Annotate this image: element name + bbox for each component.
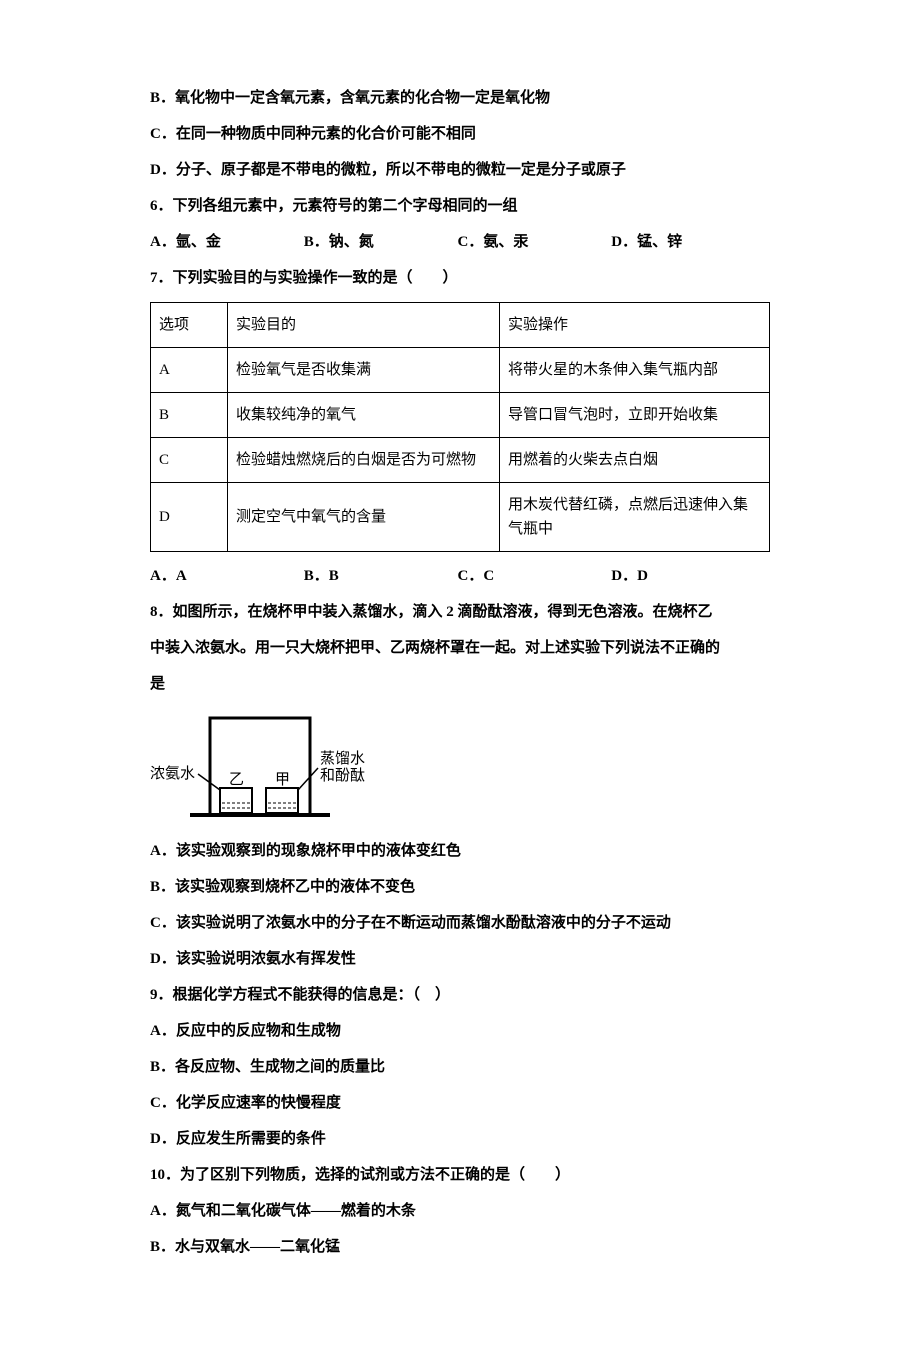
q8-c: C．该实验说明了浓氨水中的分子在不断运动而蒸馏水酚酞溶液中的分子不运动 [150,905,770,941]
q9-a: A．反应中的反应物和生成物 [150,1013,460,1049]
q9-row2: C．化学反应速率的快慢程度 D．反应发生所需要的条件 [150,1085,770,1157]
label-left: 浓氨水 [150,765,195,782]
q6-stem: 6．下列各组元素中，元素符号的第二个字母相同的一组 [150,188,770,224]
table-row: D 测定空气中氧气的含量 用木炭代替红磷，点燃后迅速伸入集气瓶中 [151,483,770,552]
document-page: B．氧化物中一定含氧元素，含氧元素的化合物一定是氧化物 C．在同一种物质中同种元… [0,0,920,1345]
q7-b: B．B [304,558,454,594]
cell: 收集较纯净的氧气 [228,393,500,438]
cell: 将带火星的木条伸入集气瓶内部 [500,348,770,393]
cell: C [151,438,228,483]
cell: 检验蜡烛燃烧后的白烟是否为可燃物 [228,438,500,483]
table-row: A 检验氧气是否收集满 将带火星的木条伸入集气瓶内部 [151,348,770,393]
table-row: 选项 实验目的 实验操作 [151,303,770,348]
th-operation: 实验操作 [500,303,770,348]
label-right-2: 和酚酞 [320,767,365,784]
option-b: B．氧化物中一定含氧元素，含氧元素的化合物一定是氧化物 [150,80,770,116]
label-right-1: 蒸馏水 [320,750,365,767]
cell: D [151,483,228,552]
option-c: C．在同一种物质中同种元素的化合价可能不相同 [150,116,770,152]
q7-c: C．C [458,558,608,594]
th-purpose: 实验目的 [228,303,500,348]
q10-stem: 10．为了区别下列物质，选择的试剂或方法不正确的是（ ） [150,1157,770,1193]
q9-b: B．各反应物、生成物之间的质量比 [150,1049,460,1085]
cell: A [151,348,228,393]
q7-stem: 7．下列实验目的与实验操作一致的是（ ） [150,260,770,296]
q6-c: C．氨、汞 [458,224,608,260]
q8-stem-2: 中装入浓氨水。用一只大烧杯把甲、乙两烧杯罩在一起。对上述实验下列说法不正确的 [150,630,770,666]
q8-stem-1: 8．如图所示，在烧杯甲中装入蒸馏水，滴入 2 滴酚酞溶液，得到无色溶液。在烧杯乙 [150,594,770,630]
q9-row1: A．反应中的反应物和生成物 B．各反应物、生成物之间的质量比 [150,1013,770,1085]
q8-d: D．该实验说明浓氨水有挥发性 [150,941,770,977]
table-row: C 检验蜡烛燃烧后的白烟是否为可燃物 用燃着的火柴去点白烟 [151,438,770,483]
q7-options: A．A B．B C．C D．D [150,558,770,594]
cell: 用木炭代替红磷，点燃后迅速伸入集气瓶中 [500,483,770,552]
cell: 导管口冒气泡时，立即开始收集 [500,393,770,438]
beaker-right [266,788,298,813]
table-row: B 收集较纯净的氧气 导管口冒气泡时，立即开始收集 [151,393,770,438]
q8-b: B．该实验观察到烧杯乙中的液体不变色 [150,869,770,905]
q7-d: D．D [611,558,761,594]
q6-options: A．氩、金 B．钠、氮 C．氨、汞 D．锰、锌 [150,224,770,260]
q10-a: A．氮气和二氧化碳气体——燃着的木条 [150,1193,460,1229]
cell: 检验氧气是否收集满 [228,348,500,393]
q9-stem: 9．根据化学方程式不能获得的信息是：（ ） [150,977,770,1013]
q6-b: B．钠、氮 [304,224,454,260]
q6-d: D．锰、锌 [611,224,761,260]
cup-label-right: 甲 [275,772,290,788]
cup-label-left: 乙 [229,772,244,788]
outer-cover [210,718,310,813]
cell: 测定空气中氧气的含量 [228,483,500,552]
q6-a: A．氩、金 [150,224,300,260]
pointer-right [298,768,318,790]
q10-row1: A．氮气和二氧化碳气体——燃着的木条 B．水与双氧水——二氧化锰 [150,1193,770,1265]
q10-b: B．水与双氧水——二氧化锰 [150,1229,460,1265]
q9-c: C．化学反应速率的快慢程度 [150,1085,460,1121]
beaker-left [220,788,252,813]
q7-a: A．A [150,558,300,594]
cell: B [151,393,228,438]
q8-a: A．该实验观察到的现象烧杯甲中的液体变红色 [150,833,770,869]
q7-table: 选项 实验目的 实验操作 A 检验氧气是否收集满 将带火星的木条伸入集气瓶内部 … [150,302,770,552]
cell: 用燃着的火柴去点白烟 [500,438,770,483]
q8-stem-3: 是 [150,666,770,702]
th-option: 选项 [151,303,228,348]
option-d: D．分子、原子都是不带电的微粒，所以不带电的微粒一定是分子或原子 [150,152,770,188]
q8-diagram: 浓氨水 蒸馏水 和酚酞 乙 甲 [150,708,770,827]
q9-d: D．反应发生所需要的条件 [150,1121,460,1157]
